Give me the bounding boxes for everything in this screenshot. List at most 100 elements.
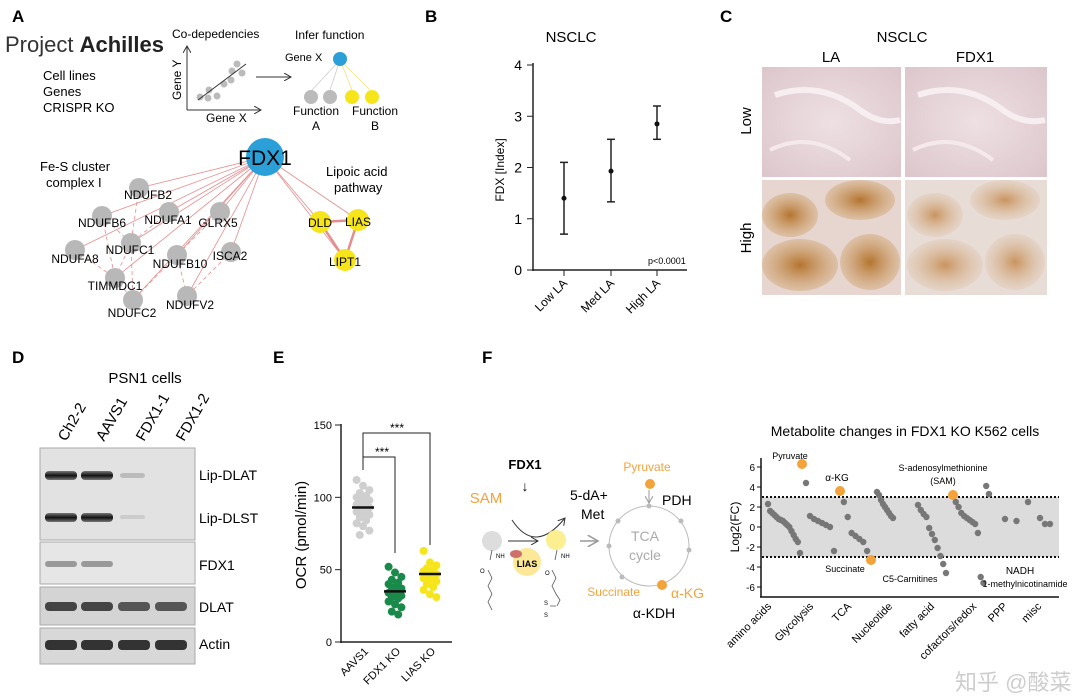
x-tick-label: LIAS KO <box>399 645 438 684</box>
lane-labels: Ch2-2 AAVS1 FDX1-1 FDX1-2 <box>55 391 214 444</box>
metabolite-point <box>1036 514 1044 522</box>
metabolite-point <box>1041 520 1049 528</box>
f-akg: α-KG <box>671 585 704 601</box>
gene-node-label: LIPT1 <box>329 255 361 269</box>
y-tick-label: 1 <box>514 211 522 227</box>
band-label-lip-dlst: Lip-DLST <box>199 510 259 526</box>
gene-node-label: GLRX5 <box>198 216 238 230</box>
gene-node <box>65 240 85 260</box>
sig-bracket-inner <box>362 456 396 553</box>
chart-e-ylabel: OCR (pmol/min) <box>293 481 310 589</box>
f-sam: SAM <box>470 490 503 507</box>
network-edge <box>132 156 266 301</box>
highlight-point <box>797 459 807 469</box>
f-nh-right: NH <box>561 554 570 560</box>
sig-bracket-outer <box>362 432 431 545</box>
gene-node <box>121 233 141 253</box>
metabolite-point <box>764 500 772 508</box>
metabolite-point <box>802 479 810 487</box>
gene-node <box>159 202 179 222</box>
metabolite-point <box>926 524 933 532</box>
x-tick-label: Nucleotide <box>850 601 895 646</box>
met-threshold-band <box>762 497 1059 557</box>
panel-b: B NSCLC FDX [Index] 0 1 2 3 4 Low LA Med LA Hig… <box>425 7 687 316</box>
gene-node-label: NDUFB6 <box>78 216 126 230</box>
gene-node-label: DLD <box>308 216 332 230</box>
chart-e-marks <box>352 475 441 619</box>
met-points <box>764 459 1054 587</box>
chart-b-title: NSCLC <box>546 29 597 46</box>
gene-node-label: NDUFA8 <box>51 252 99 266</box>
regression-line <box>197 63 247 101</box>
metabolite-point <box>875 491 883 499</box>
metabolite-point <box>937 552 944 560</box>
x-tick-label: Glycolysis <box>773 600 817 644</box>
metabolite-point <box>940 560 947 568</box>
function-a-node <box>323 90 337 104</box>
panel-metabolites: Metabolite changes in FDX1 KO K562 cells… <box>724 423 1071 695</box>
micrograph-low-fdx1 <box>905 67 1047 177</box>
y-tick-label: 0 <box>749 523 755 534</box>
highlight-point <box>835 486 845 496</box>
data-point <box>391 600 399 609</box>
chart-b-pvalue: p<0.0001 <box>648 256 686 266</box>
met-annot-succinate: Succinate <box>825 564 865 574</box>
panel-c-title: NSCLC <box>877 29 928 46</box>
f-o-left: O <box>480 569 485 575</box>
infer-title: Infer function <box>295 28 364 42</box>
metabolite-point <box>980 579 987 587</box>
met-title: Metabolite changes in FDX1 KO K562 cells <box>771 423 1039 439</box>
chart-b-ticks: 0 1 2 3 4 Low LA Med LA High LA <box>514 57 663 316</box>
gene-node <box>92 206 112 226</box>
panel-label-a: A <box>12 7 24 26</box>
f-product-met: Met <box>581 506 604 522</box>
gene-node <box>177 286 197 306</box>
metabolite-point <box>914 501 922 509</box>
tca-cycle-ring <box>608 505 690 587</box>
data-point <box>352 519 361 528</box>
data-point <box>384 597 393 606</box>
lipoyl-chain-left <box>487 549 493 611</box>
metabolite-point <box>889 514 897 522</box>
band-label-dlat: DLAT <box>199 599 234 615</box>
y-tick-label: 2 <box>514 160 522 176</box>
micrograph-high-la <box>762 180 901 295</box>
blot-bands <box>45 471 187 650</box>
chart-b-ylabel: FDX [Index] <box>493 138 507 201</box>
panel-label-b: B <box>425 7 437 26</box>
gene-node-label: NDUFC2 <box>108 306 157 320</box>
gene-node <box>105 268 125 288</box>
f-substrate-ball <box>482 531 502 551</box>
metabolite-point <box>955 503 962 511</box>
gene-x-label: Gene X <box>206 111 247 125</box>
data-point <box>426 590 434 599</box>
metabolite-point <box>863 547 871 555</box>
x-tick-label: amino acids <box>724 600 774 650</box>
x-tick-label: Med LA <box>578 276 617 315</box>
f-pyruvate: Pyruvate <box>623 460 671 474</box>
y-tick-label: 3 <box>514 108 522 124</box>
band-label-actin: Actin <box>199 636 230 652</box>
metabolite-point <box>942 569 950 577</box>
mean-point <box>608 168 614 174</box>
panel-d: D PSN1 cells Ch2-2 AAVS1 FDX1-1 FDX1-2 Lip-… <box>12 348 259 665</box>
pyruvate-dot <box>645 479 655 489</box>
data-point <box>419 585 428 594</box>
y-tick-label: 100 <box>314 492 332 504</box>
metabolite-point <box>1024 498 1032 506</box>
data-point <box>419 546 428 555</box>
gene-node-label: NDUFC1 <box>106 243 155 257</box>
metabolite-point <box>826 523 834 531</box>
panel-label-f: F <box>482 348 492 367</box>
x-tick-label: PPP <box>986 601 1010 625</box>
y-tick-label: 4 <box>514 57 522 73</box>
met-annot-nadh: NADH <box>1006 566 1034 577</box>
met-ylabel: Log2(FC) <box>728 502 742 553</box>
function-a-label: Function <box>293 104 339 118</box>
gene-y-label: Gene Y <box>170 60 184 100</box>
f-sam-arrow <box>511 518 565 538</box>
